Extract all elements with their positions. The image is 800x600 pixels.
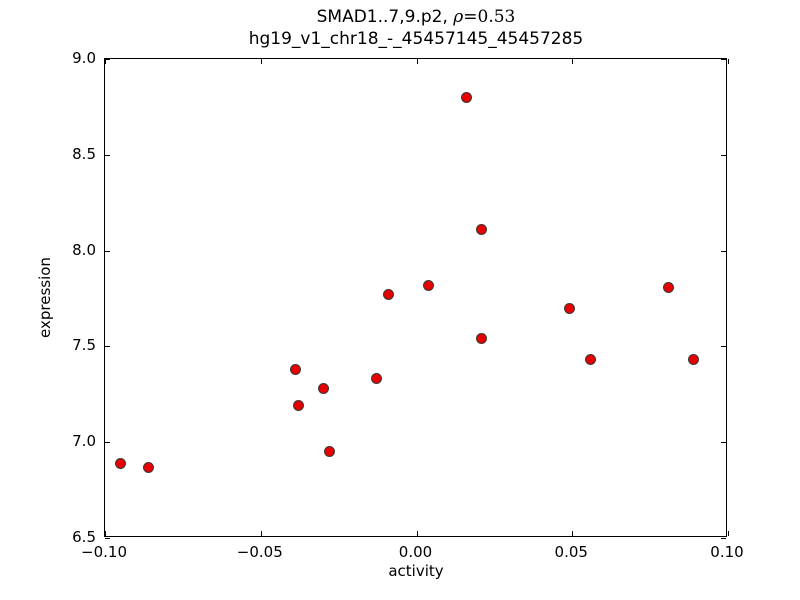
y-tick-label: 9.0	[72, 49, 96, 67]
x-axis-tick	[572, 59, 574, 64]
y-axis-tick	[105, 59, 110, 60]
x-axis-tick	[105, 531, 106, 536]
rho-symbol: ρ	[453, 7, 464, 27]
x-axis-tick	[416, 531, 418, 536]
x-tick-label: −0.05	[236, 543, 283, 561]
data-point	[382, 289, 394, 301]
data-point	[423, 279, 435, 291]
y-axis-tick	[721, 442, 726, 444]
rho-value: =0.53	[463, 7, 516, 27]
y-axis-tick	[105, 442, 110, 444]
x-axis-tick	[572, 531, 574, 536]
data-point	[323, 446, 335, 458]
data-point	[585, 354, 597, 366]
data-point	[370, 373, 382, 385]
x-axis-label: activity	[388, 562, 444, 580]
x-axis-tick	[728, 531, 729, 536]
y-tick-label: 7.5	[72, 336, 96, 355]
x-tick-label: −0.10	[81, 543, 127, 561]
chart-title-prefix: SMAD1..7,9.p2,	[316, 7, 454, 27]
x-tick-label: 0.10	[710, 543, 744, 561]
x-axis-tick	[105, 59, 106, 64]
y-axis-tick	[721, 154, 726, 156]
data-point	[663, 281, 675, 293]
y-axis-tick	[721, 250, 726, 252]
y-tick-label: 8.5	[72, 144, 96, 163]
x-axis-tick	[260, 531, 262, 536]
y-axis-tick	[105, 346, 110, 348]
y-axis-label: expression	[36, 257, 54, 338]
data-point	[289, 363, 301, 375]
data-point	[460, 91, 472, 103]
data-point	[688, 354, 700, 366]
chart-title-line-1: SMAD1..7,9.p2, ρ=0.53	[104, 6, 728, 28]
y-tick-label: 8.0	[72, 240, 96, 259]
data-point	[143, 461, 155, 473]
x-axis-tick	[728, 59, 729, 64]
y-axis-tick	[105, 538, 110, 539]
y-axis-tick	[721, 59, 726, 60]
chart-title: SMAD1..7,9.p2, ρ=0.53 hg19_v1_chr18_-_45…	[104, 6, 728, 50]
x-tick-label: 0.05	[554, 543, 588, 561]
y-tick-label: 7.0	[72, 432, 96, 451]
y-axis-tick	[105, 250, 110, 252]
x-axis-tick	[416, 59, 418, 64]
data-point	[115, 457, 127, 469]
y-axis-tick	[721, 538, 726, 539]
x-tick-label: 0.00	[398, 543, 433, 561]
x-axis-tick	[260, 59, 262, 64]
data-point	[476, 333, 488, 345]
data-point	[292, 400, 304, 412]
chart-title-line-2: hg19_v1_chr18_-_45457145_45457285	[248, 29, 584, 49]
data-point	[476, 224, 488, 236]
y-axis-tick	[105, 154, 110, 156]
y-tick-label: 6.5	[72, 528, 96, 546]
data-point	[563, 302, 575, 314]
y-axis-tick	[721, 346, 726, 348]
data-point	[317, 383, 329, 395]
plot-area	[104, 58, 729, 539]
